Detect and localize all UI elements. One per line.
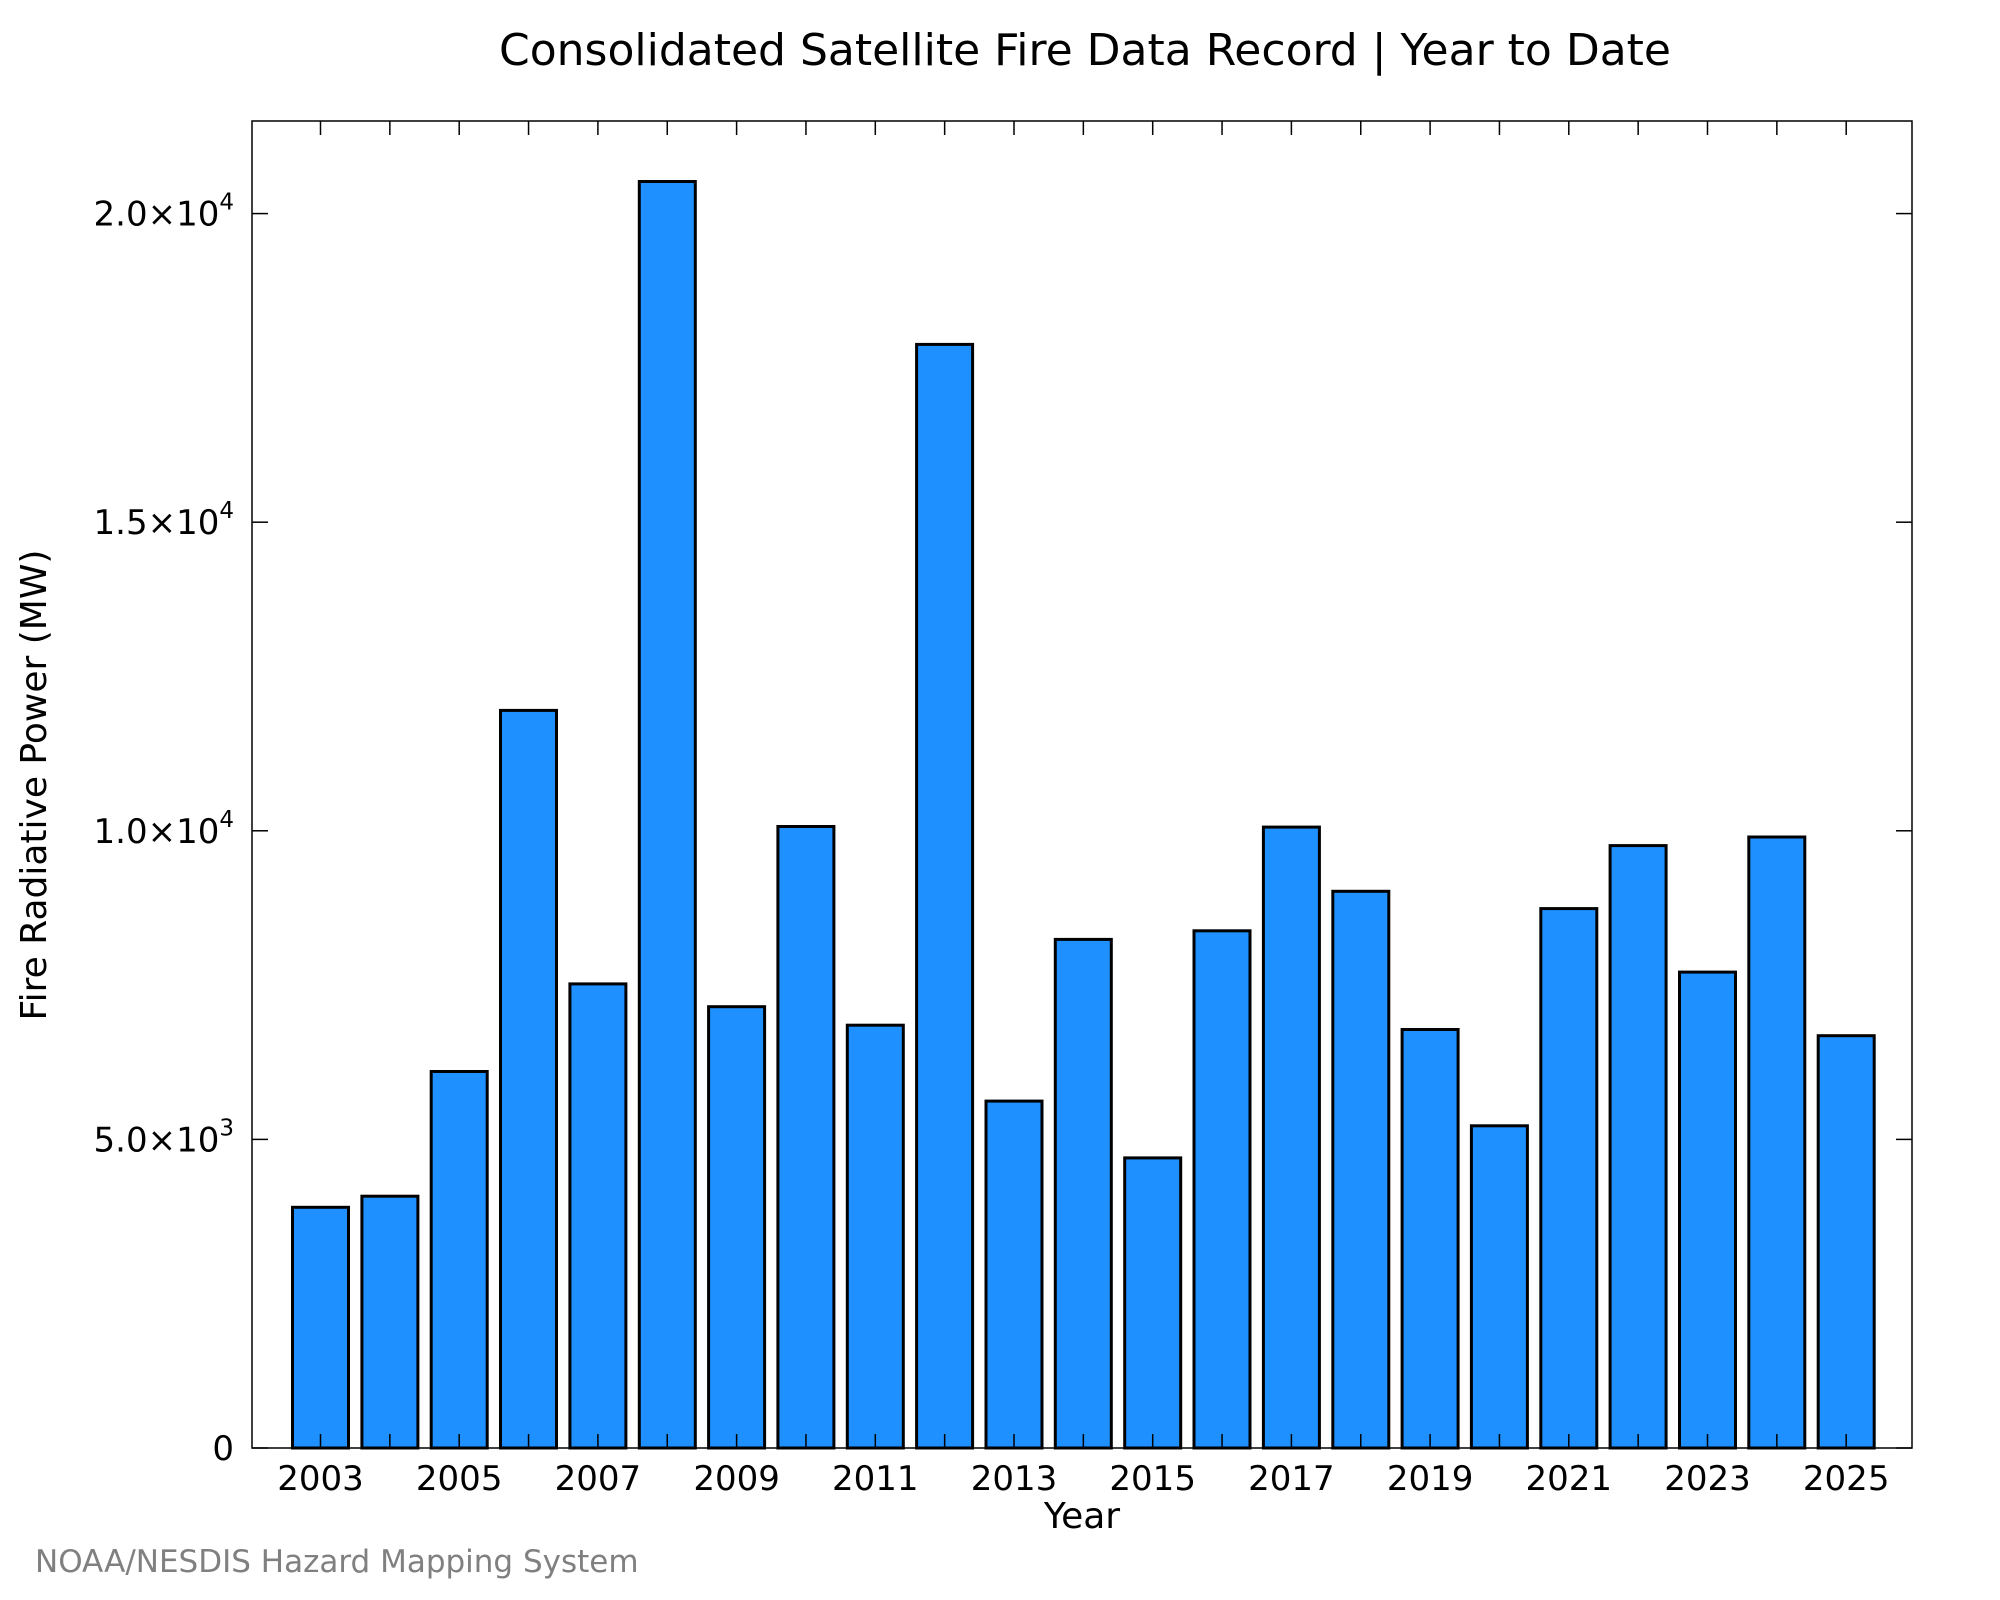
bar-2023 xyxy=(1678,970,1737,1450)
y-tick-label-10000: 1.0×104 xyxy=(94,807,234,852)
bar-2021 xyxy=(1539,907,1599,1450)
x-tick-label-2021: 2021 xyxy=(1526,1459,1613,1499)
bar-2016 xyxy=(1192,929,1252,1450)
bar-2015 xyxy=(1123,1156,1183,1450)
bars-group xyxy=(291,180,1876,1450)
y-tick-label-5000: 5.0×103 xyxy=(94,1115,234,1160)
x-tick-label-2013: 2013 xyxy=(971,1459,1058,1499)
x-tick-label-2015: 2015 xyxy=(1109,1459,1196,1499)
x-tick-label-2023: 2023 xyxy=(1664,1459,1751,1499)
bar-2010 xyxy=(776,825,836,1450)
chart-title: Consolidated Satellite Fire Data Record … xyxy=(499,25,1671,76)
y-tick-label-15000: 1.5×104 xyxy=(94,498,234,543)
plot-area: 2003 2005 2007 2009 2011 2013 2015 2017 2019 2021… xyxy=(94,120,1913,1499)
y-tick-label-20000: 2.0×104 xyxy=(94,190,234,235)
x-tick-label-2003: 2003 xyxy=(277,1459,364,1499)
x-tick-label-2005: 2005 xyxy=(416,1459,503,1499)
bar-2009 xyxy=(707,1005,767,1450)
x-tick-label-2009: 2009 xyxy=(693,1459,780,1499)
y-tick-label-0: 0 xyxy=(212,1429,234,1469)
bar-2004 xyxy=(360,1194,420,1450)
bar-2008 xyxy=(637,180,697,1450)
bar-2018 xyxy=(1331,889,1391,1450)
x-tick-label-2017: 2017 xyxy=(1248,1459,1335,1499)
x-axis-label: Year xyxy=(1043,1496,1120,1537)
source-credit: NOAA/NESDIS Hazard Mapping System xyxy=(35,1544,639,1580)
bar-2020 xyxy=(1469,1124,1529,1450)
bar-2012 xyxy=(915,342,975,1450)
x-tick-label-2007: 2007 xyxy=(555,1459,642,1499)
bar-2014 xyxy=(1053,937,1113,1450)
bar-2005 xyxy=(429,1070,489,1450)
y-axis-label: Fire Radiative Power (MW) xyxy=(14,550,55,1021)
bar-2003 xyxy=(291,1205,350,1450)
bar-2019 xyxy=(1400,1028,1460,1450)
bar-2025 xyxy=(1816,1034,1876,1450)
bar-2022 xyxy=(1608,844,1668,1450)
x-tick-label-2011: 2011 xyxy=(832,1459,919,1499)
bar-2017 xyxy=(1261,825,1321,1450)
x-axis-ticks: 2003 2005 2007 2009 2011 2013 2015 2017 2019 2021… xyxy=(277,121,1889,1499)
bar-2006 xyxy=(499,708,558,1450)
bar-2011 xyxy=(845,1023,905,1450)
y-axis-ticks: 0 5.0×103 1.0×104 1.5×104 2.0×104 xyxy=(94,190,1912,1469)
bar-2007 xyxy=(568,982,628,1450)
bar-2013 xyxy=(984,1099,1044,1450)
x-tick-label-2019: 2019 xyxy=(1387,1459,1474,1499)
x-tick-label-2025: 2025 xyxy=(1803,1459,1890,1499)
bar-2024 xyxy=(1747,835,1807,1450)
